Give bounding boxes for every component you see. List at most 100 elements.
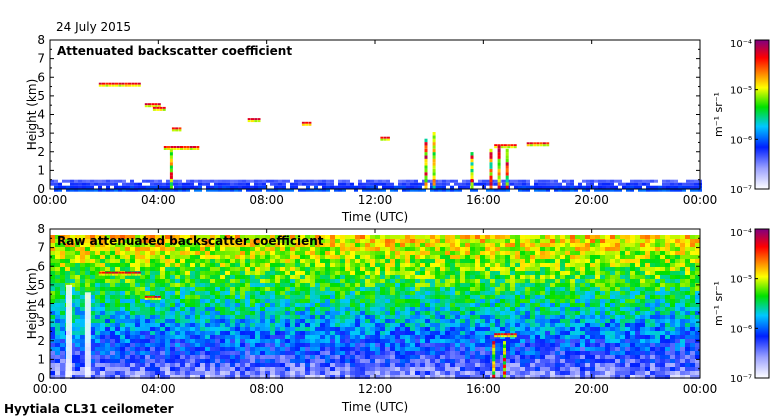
heatmap-cell	[390, 299, 395, 303]
heatmap-cell	[165, 235, 170, 239]
heatmap-cell	[662, 185, 666, 189]
heatmap-cell	[382, 188, 386, 192]
heatmap-cell	[225, 259, 230, 263]
heatmap-cell	[254, 182, 258, 186]
heatmap-cell	[480, 319, 485, 323]
heatmap-cell	[138, 182, 142, 186]
heatmap-cell	[365, 371, 370, 375]
heatmap-cell	[520, 235, 525, 239]
heatmap-cell	[560, 339, 565, 343]
heatmap-cell	[135, 311, 140, 315]
heatmap-cell	[345, 263, 350, 267]
heatmap-cell	[458, 188, 462, 192]
heatmap-cell	[515, 339, 520, 343]
heatmap-cell	[575, 355, 580, 359]
heatmap-cell	[610, 275, 615, 279]
heatmap-cell	[215, 235, 220, 239]
heatmap-cell	[195, 319, 200, 323]
heatmap-cell	[310, 351, 315, 355]
heatmap-cell	[245, 239, 250, 243]
heatmap-cell	[180, 363, 185, 367]
heatmap-cell	[395, 287, 400, 291]
heatmap-cell	[260, 371, 265, 375]
heatmap-cell	[502, 188, 506, 192]
heatmap-cell	[620, 263, 625, 267]
heatmap-cell	[355, 251, 360, 255]
heatmap-cell	[570, 239, 575, 243]
heatmap-cell	[460, 303, 465, 307]
heatmap-cell	[600, 323, 605, 327]
cloud-layer-cell	[503, 144, 507, 147]
heatmap-cell	[98, 182, 102, 186]
heatmap-cell	[240, 331, 245, 335]
heatmap-cell	[585, 291, 590, 295]
heatmap-cell	[105, 331, 110, 335]
heatmap-cell	[260, 351, 265, 355]
heatmap-cell	[175, 355, 180, 359]
heatmap-cell	[125, 367, 130, 371]
heatmap-cell	[570, 371, 575, 375]
heatmap-cell	[582, 188, 586, 192]
heatmap-cell	[460, 259, 465, 263]
heatmap-cell	[530, 319, 535, 323]
heatmap-cell	[460, 319, 465, 323]
heatmap-cell	[90, 283, 95, 287]
heatmap-cell	[580, 339, 585, 343]
heatmap-cell	[500, 287, 505, 291]
heatmap-cell	[535, 323, 540, 327]
heatmap-cell	[580, 367, 585, 371]
heatmap-cell	[210, 235, 215, 239]
heatmap-cell	[345, 303, 350, 307]
heatmap-cell	[535, 275, 540, 279]
heatmap-cell	[180, 287, 185, 291]
heatmap-cell	[350, 367, 355, 371]
heatmap-cell	[105, 243, 110, 247]
heatmap-cell	[145, 303, 150, 307]
heatmap-cell	[530, 351, 535, 355]
heatmap-cell	[55, 375, 60, 379]
heatmap-cell	[382, 182, 386, 186]
heatmap-cell	[70, 185, 74, 189]
heatmap-cell	[110, 351, 115, 355]
heatmap-cell	[575, 347, 580, 351]
heatmap-cell	[95, 311, 100, 315]
heatmap-cell	[505, 343, 510, 347]
heatmap-cell	[285, 323, 290, 327]
heatmap-cell	[200, 287, 205, 291]
heatmap-cell	[470, 327, 475, 331]
heatmap-cell	[115, 363, 120, 367]
heatmap-cell	[465, 243, 470, 247]
heatmap-cell	[145, 311, 150, 315]
heatmap-cell	[125, 283, 130, 287]
heatmap-cell	[620, 287, 625, 291]
heatmap-cell	[590, 303, 595, 307]
heatmap-cell	[500, 327, 505, 331]
heatmap-cell	[270, 311, 275, 315]
heatmap-cell	[240, 239, 245, 243]
heatmap-cell	[495, 307, 500, 311]
heatmap-cell	[245, 315, 250, 319]
heatmap-cell	[602, 185, 606, 189]
heatmap-cell	[305, 259, 310, 263]
heatmap-cell	[470, 335, 475, 339]
heatmap-cell	[470, 355, 475, 359]
heatmap-cell	[325, 359, 330, 363]
cloud-layer-cell	[137, 84, 141, 87]
heatmap-cell	[290, 339, 295, 343]
heatmap-cell	[140, 263, 145, 267]
heatmap-cell	[190, 267, 195, 271]
heatmap-cell	[285, 307, 290, 311]
heatmap-cell	[595, 339, 600, 343]
heatmap-cell	[305, 263, 310, 267]
heatmap-cell	[55, 291, 60, 295]
heatmap-cell	[320, 243, 325, 247]
heatmap-cell	[280, 319, 285, 323]
heatmap-cell	[130, 295, 135, 299]
heatmap-cell	[190, 263, 195, 267]
heatmap-cell	[150, 239, 155, 243]
heatmap-cell	[625, 247, 630, 251]
cloud-layer-cell	[513, 144, 517, 147]
heatmap-cell	[220, 283, 225, 287]
heatmap-cell	[605, 251, 610, 255]
heatmap-cell	[575, 307, 580, 311]
